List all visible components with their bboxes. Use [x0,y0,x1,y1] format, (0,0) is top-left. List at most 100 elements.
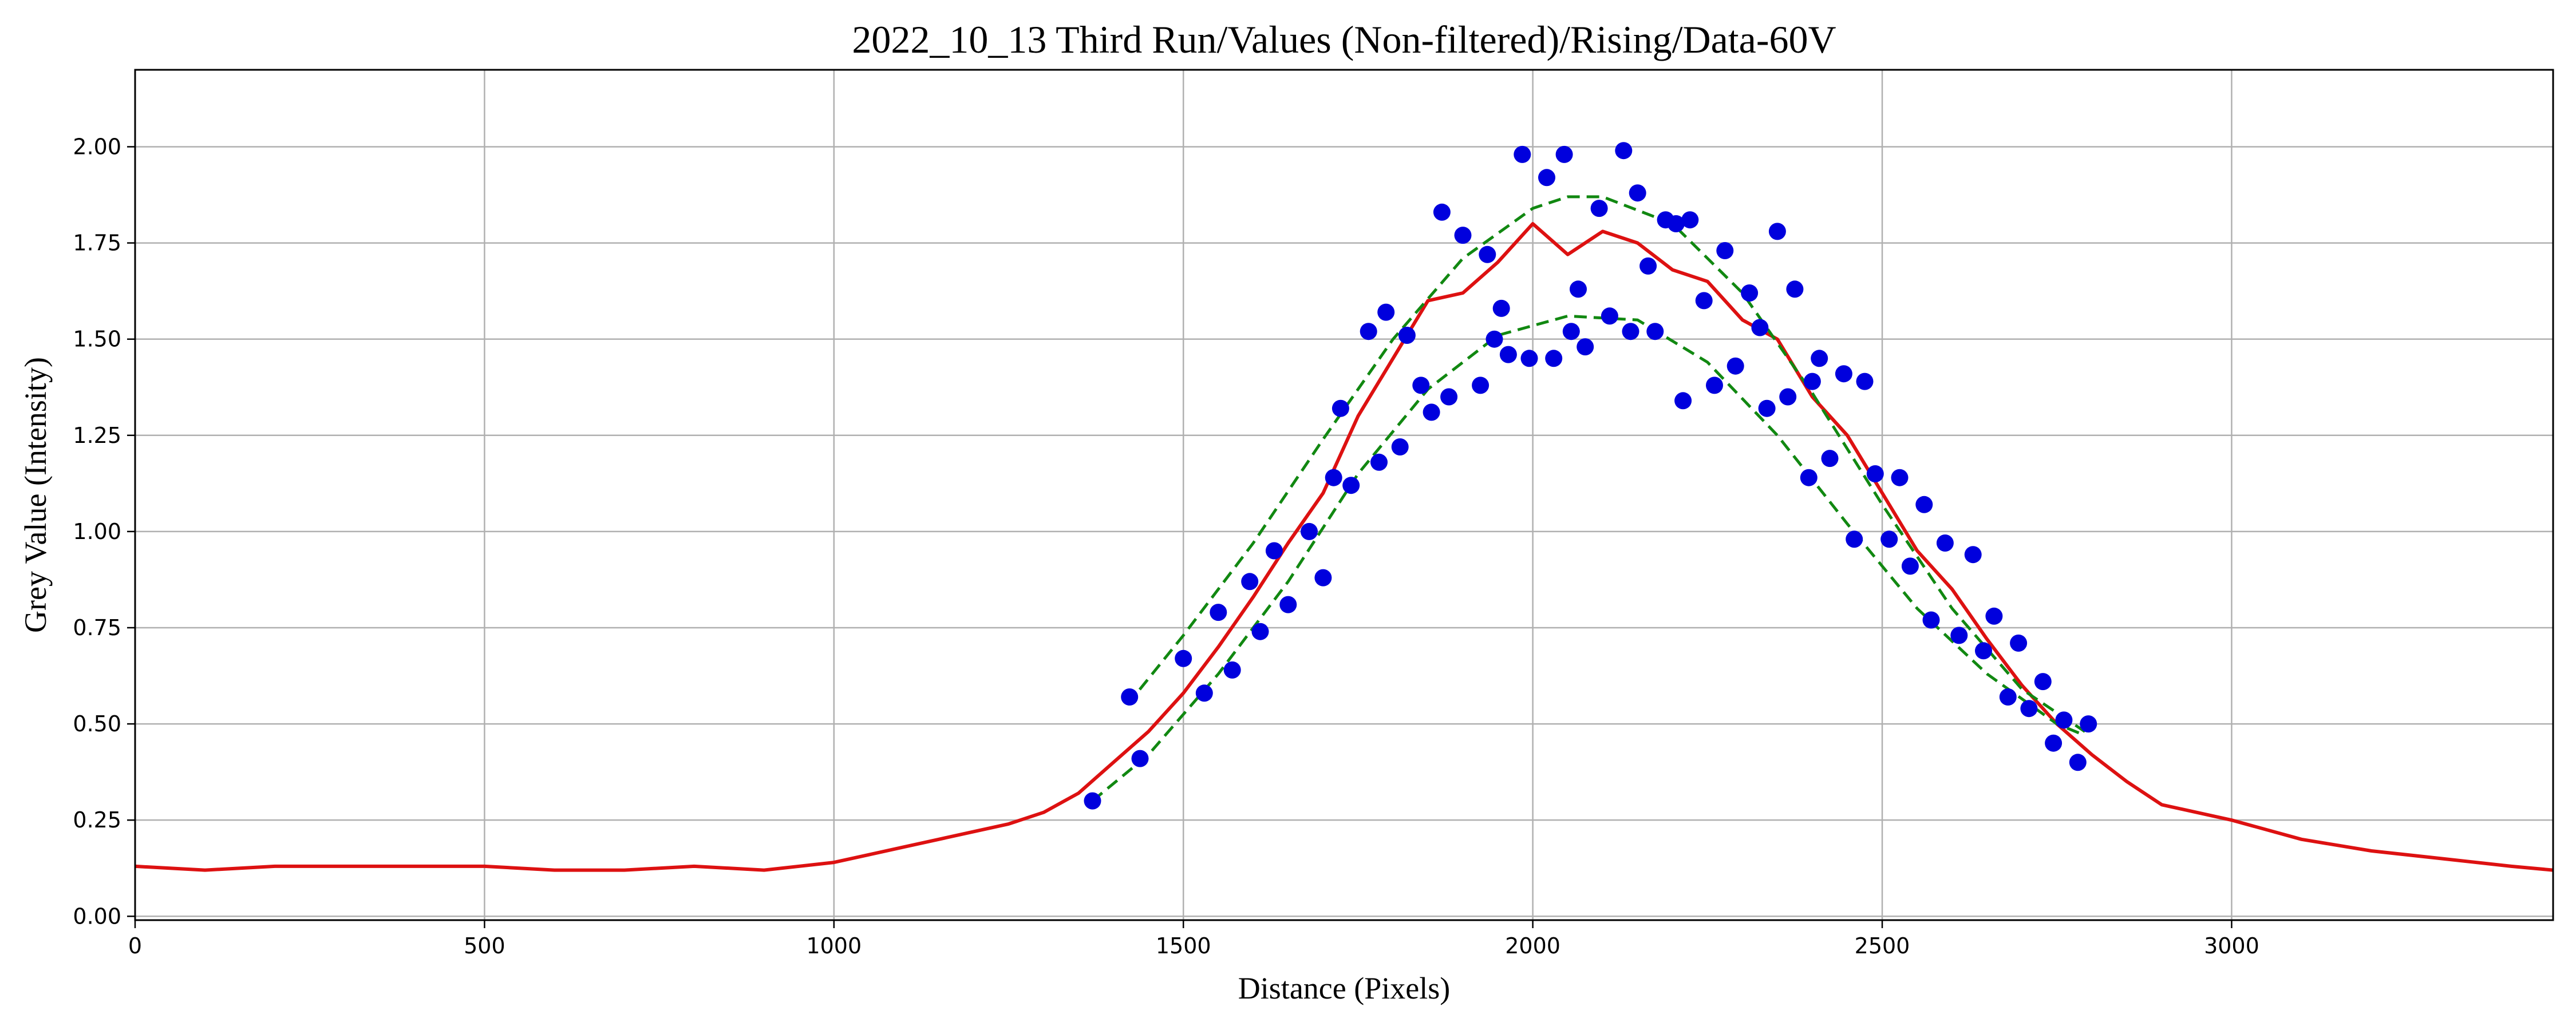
peak-marker [1314,569,1332,587]
peak-marker [2020,700,2038,718]
y-tick-label: 0.50 [73,711,121,736]
peak-marker [1681,211,1699,229]
peak-marker [1601,307,1618,325]
peak-marker [1398,327,1416,344]
x-tick-label: 2500 [1855,933,1910,958]
peak-marker [1520,350,1538,367]
peak-marker [1577,338,1594,356]
x-tick-label: 1500 [1156,933,1211,958]
peak-marker [1360,323,1377,340]
x-axis-label: Distance (Pixels) [1238,971,1450,1005]
peak-marker [1985,607,2003,625]
peak-marker [1325,469,1342,486]
peak-marker [1545,350,1563,367]
peak-marker [1915,496,1933,513]
peak-marker [1223,661,1241,679]
peak-marker [1629,184,1646,202]
peak-marker [1741,284,1759,302]
x-tick-label: 1000 [806,933,862,958]
peak-marker [1786,280,1804,298]
peak-marker [1084,792,1101,810]
y-tick-label: 1.50 [73,327,121,352]
peak-marker [1964,546,1982,564]
peak-marker [1332,399,1349,417]
peak-marker [1555,145,1573,163]
x-tick-label: 3000 [2204,933,2259,958]
grid-lines [134,70,2553,920]
y-tick-label: 0.75 [73,615,121,640]
peak-marker [1706,377,1723,394]
peak-marker [1846,530,1863,548]
peak-marker [1803,373,1821,390]
peak-marker [1726,357,1744,375]
peak-marker [1570,280,1587,298]
peak-marker [1615,142,1633,160]
axis-ticks: 0 500 1000 1500 2000 2500 3000 0.00 0.25 0.50 0.75… [73,134,2259,958]
peak-marker [2080,715,2097,733]
y-tick-label: 1.25 [73,423,121,448]
peak-marker [2010,634,2028,652]
peak-marker [2045,734,2063,752]
plot-frame [134,69,2554,921]
peak-marker [1811,350,1828,367]
peak-marker [1866,465,1884,482]
peak-marker [1412,377,1430,394]
peak-marker [1646,323,1664,340]
peak-marker [1195,684,1213,702]
peak-marker [1492,299,1510,317]
peak-marker [1800,469,1818,486]
y-tick-label: 1.00 [73,519,121,544]
peak-marker [1251,623,1269,640]
peak-marker [2055,711,2073,729]
peak-marker [1999,688,2017,706]
peak-marker [1377,303,1395,321]
y-axis-label: Grey Value (Intensity) [18,357,53,633]
peak-marker [1716,242,1734,259]
peak-marker [1472,377,1490,394]
peak-marker [1821,450,1839,468]
peak-marker [1342,477,1360,494]
peak-marker [1639,257,1657,275]
chart-title: 2022_10_13 Third Run/Values (Non-filtere… [852,18,1836,61]
peak-marker [2069,754,2087,771]
peak-marker [1751,319,1769,336]
peak-marker [1695,292,1713,310]
peak-marker [1279,596,1297,613]
peak-marker [1370,453,1388,471]
peak-marker [1590,200,1608,217]
peak-marker [1301,522,1318,540]
peak-marker [1768,223,1786,240]
peak-markers [1084,142,2097,810]
peak-marker [1622,323,1639,340]
x-tick-label: 0 [128,933,142,958]
peak-marker [1210,604,1227,621]
y-tick-label: 0.00 [73,904,121,929]
peak-marker [1975,642,1992,660]
peak-marker [1856,373,1874,390]
peak-marker [1241,573,1259,591]
peak-marker [1891,469,1909,486]
peak-marker [1901,557,1919,575]
peak-marker [2034,673,2052,691]
peak-marker [1779,388,1797,406]
peak-marker [1514,145,1531,163]
peak-marker [1479,245,1496,263]
peak-marker [1391,438,1409,455]
y-tick-label: 0.25 [73,807,121,833]
peak-marker [1758,399,1776,417]
y-tick-label: 2.00 [73,134,121,159]
y-tick-label: 1.75 [73,231,121,256]
peak-marker [1265,542,1283,560]
peak-marker [1936,534,1954,552]
x-tick-label: 2000 [1505,933,1560,958]
peak-marker [1674,392,1692,410]
peak-marker [1454,227,1472,244]
peak-marker [1562,323,1580,340]
peak-marker [1175,649,1192,667]
peak-marker [1922,611,1940,629]
peak-marker [1440,388,1458,406]
peak-marker [1433,203,1451,221]
peak-marker [1423,403,1440,421]
